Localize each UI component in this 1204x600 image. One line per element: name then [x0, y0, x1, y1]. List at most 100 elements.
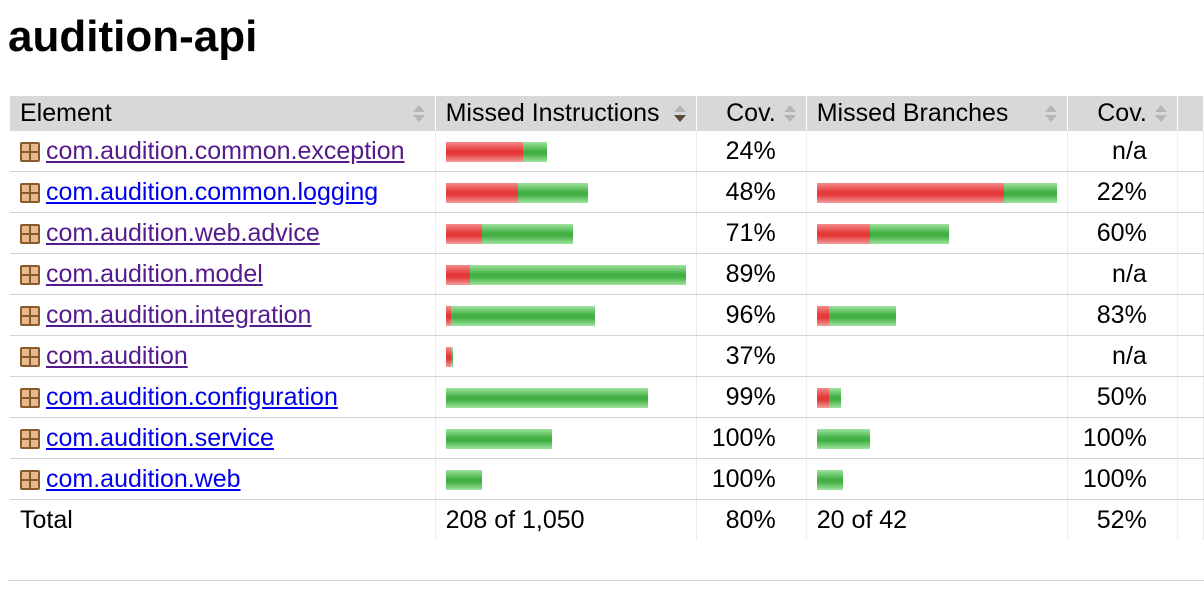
header-instructions-coverage[interactable]: Cov.: [696, 96, 807, 131]
missed-branches-bar: [816, 182, 1057, 203]
covered-bar-segment: [445, 387, 648, 408]
element-cell: com.audition: [10, 335, 436, 377]
header-element[interactable]: Element: [10, 96, 436, 131]
header-instructions-coverage-label: Cov.: [726, 99, 776, 127]
package-link[interactable]: com.audition.common.logging: [46, 177, 379, 206]
sort-icon[interactable]: [783, 105, 796, 122]
total-missed-instructions: 208 of 1,050: [435, 499, 697, 540]
covered-bar-segment: [816, 469, 843, 490]
missed-instructions-cell: [435, 294, 697, 336]
total-label: Total: [10, 499, 436, 540]
missed-branches-cell: [806, 212, 1068, 254]
missed-branches-bar: [816, 428, 870, 449]
branches-coverage: n/a: [1067, 335, 1178, 377]
table-row: com.audition.common.logging 48% 22%: [10, 171, 1204, 213]
missed-instructions-cell: [435, 212, 697, 254]
package-link[interactable]: com.audition.common.exception: [46, 136, 405, 165]
missed-branches-cell: [806, 458, 1068, 500]
branches-coverage: 100%: [1067, 417, 1178, 459]
instructions-coverage: 99%: [696, 376, 807, 418]
header-overflow-column[interactable]: [1177, 96, 1204, 131]
element-cell: com.audition.web.advice: [10, 212, 436, 254]
covered-bar-segment: [481, 223, 573, 244]
instructions-coverage: 96%: [696, 294, 807, 336]
missed-branches-bar: [816, 305, 896, 326]
table-body: com.audition.common.exception 24% n/a com.a…: [10, 131, 1204, 500]
overflow-cell: [1177, 212, 1204, 254]
covered-bar-segment: [869, 223, 949, 244]
package-icon: [20, 305, 40, 326]
missed-branches-bar: [816, 223, 949, 244]
branches-coverage: n/a: [1067, 131, 1178, 172]
page-title: audition-api: [8, 12, 258, 61]
header-missed-branches-label: Missed Branches: [816, 99, 1009, 127]
branches-coverage: 60%: [1067, 212, 1178, 254]
sort-icon[interactable]: [1154, 105, 1167, 122]
missed-instructions-cell: [435, 253, 697, 295]
table-row: com.audition.integration 96% 83%: [10, 294, 1204, 336]
branches-coverage: n/a: [1067, 253, 1178, 295]
instructions-coverage: 89%: [696, 253, 807, 295]
missed-instructions-bar: [445, 264, 686, 285]
overflow-cell: [1177, 171, 1204, 213]
package-link[interactable]: com.audition.web: [46, 464, 241, 493]
covered-bar-segment: [828, 387, 841, 408]
overflow-cell: [1177, 458, 1204, 500]
header-missed-branches[interactable]: Missed Branches: [806, 96, 1068, 131]
missed-branches-cell: [806, 171, 1068, 213]
package-icon: [20, 182, 40, 203]
element-cell: com.audition.service: [10, 417, 436, 459]
covered-bar-segment: [522, 141, 547, 162]
missed-bar-segment: [445, 305, 451, 326]
header-missed-instructions[interactable]: Missed Instructions: [435, 96, 697, 131]
sort-descending-icon[interactable]: [673, 105, 686, 122]
instructions-coverage: 37%: [696, 335, 807, 377]
missed-branches-cell: [806, 131, 1068, 172]
missed-branches-bar: [816, 469, 843, 490]
package-link[interactable]: com.audition.model: [46, 259, 263, 288]
missed-bar-segment: [445, 141, 523, 162]
branches-coverage: 83%: [1067, 294, 1178, 336]
coverage-table: Element Missed Instructions Cov. Missed …: [10, 96, 1204, 540]
package-link[interactable]: com.audition.configuration: [46, 382, 338, 411]
header-branches-coverage[interactable]: Cov.: [1067, 96, 1178, 131]
instructions-coverage: 71%: [696, 212, 807, 254]
missed-instructions-bar: [445, 223, 573, 244]
package-link[interactable]: com.audition.web.advice: [46, 218, 320, 247]
sort-icon[interactable]: [1044, 105, 1057, 122]
covered-bar-segment: [1003, 182, 1057, 203]
table-header: Element Missed Instructions Cov. Missed …: [10, 96, 1204, 131]
header-branches-coverage-label: Cov.: [1097, 99, 1147, 127]
missed-branches-cell: [806, 294, 1068, 336]
overflow-cell: [1177, 335, 1204, 377]
missed-bar-segment: [445, 346, 451, 367]
total-instructions-coverage: 80%: [696, 499, 807, 540]
element-cell: com.audition.common.logging: [10, 171, 436, 213]
covered-bar-segment: [450, 346, 453, 367]
sort-icon[interactable]: [412, 105, 425, 122]
package-icon: [20, 387, 40, 408]
element-cell: com.audition.web: [10, 458, 436, 500]
covered-bar-segment: [445, 428, 552, 449]
missed-bar-segment: [816, 387, 829, 408]
missed-instructions-bar: [445, 428, 552, 449]
overflow-cell: [1177, 253, 1204, 295]
missed-branches-bar: [816, 387, 841, 408]
overflow-cell: [1177, 376, 1204, 418]
instructions-coverage: 24%: [696, 131, 807, 172]
missed-branches-cell: [806, 376, 1068, 418]
covered-bar-segment: [445, 469, 482, 490]
missed-bar-segment: [445, 223, 482, 244]
table-row: com.audition.web.advice 71% 60%: [10, 212, 1204, 254]
package-link[interactable]: com.audition.integration: [46, 300, 312, 329]
total-missed-branches: 20 of 42: [806, 499, 1068, 540]
element-cell: com.audition.common.exception: [10, 131, 436, 172]
header-element-label: Element: [20, 99, 112, 127]
table-row: com.audition 37% n/a: [10, 335, 1204, 377]
package-icon: [20, 141, 40, 162]
package-link[interactable]: com.audition.service: [46, 423, 274, 452]
missed-branches-cell: [806, 417, 1068, 459]
missed-instructions-bar: [445, 182, 588, 203]
missed-instructions-cell: [435, 335, 697, 377]
package-link[interactable]: com.audition: [46, 341, 188, 370]
